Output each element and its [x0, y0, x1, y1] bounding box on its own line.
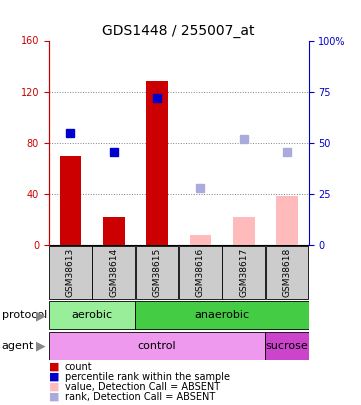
- FancyBboxPatch shape: [265, 332, 309, 360]
- Bar: [233, 217, 255, 245]
- Text: agent: agent: [2, 341, 34, 351]
- Bar: [190, 235, 211, 245]
- FancyBboxPatch shape: [136, 245, 178, 299]
- Text: count: count: [65, 362, 93, 371]
- FancyBboxPatch shape: [49, 301, 135, 330]
- Text: percentile rank within the sample: percentile rank within the sample: [65, 372, 230, 382]
- Bar: [60, 156, 81, 245]
- Text: sucrose: sucrose: [266, 341, 308, 351]
- Text: GSM38617: GSM38617: [239, 248, 248, 297]
- Text: GSM38613: GSM38613: [66, 248, 75, 297]
- Text: GSM38614: GSM38614: [109, 248, 118, 297]
- Text: control: control: [138, 341, 176, 351]
- Text: GSM38615: GSM38615: [153, 248, 161, 297]
- Text: ■: ■: [49, 372, 59, 382]
- Text: GSM38616: GSM38616: [196, 248, 205, 297]
- Bar: [146, 81, 168, 245]
- Text: protocol: protocol: [2, 311, 47, 320]
- FancyBboxPatch shape: [49, 332, 265, 360]
- FancyBboxPatch shape: [92, 245, 135, 299]
- Text: ▶: ▶: [36, 309, 46, 322]
- FancyBboxPatch shape: [135, 301, 309, 330]
- Text: ■: ■: [49, 382, 59, 392]
- FancyBboxPatch shape: [266, 245, 308, 299]
- Text: anaerobic: anaerobic: [195, 311, 249, 320]
- Text: ▶: ▶: [36, 339, 46, 352]
- Text: value, Detection Call = ABSENT: value, Detection Call = ABSENT: [65, 382, 220, 392]
- Text: GSM38618: GSM38618: [283, 248, 291, 297]
- FancyBboxPatch shape: [179, 245, 222, 299]
- Text: ■: ■: [49, 392, 59, 402]
- Text: ■: ■: [49, 362, 59, 371]
- Bar: [103, 217, 125, 245]
- FancyBboxPatch shape: [222, 245, 265, 299]
- FancyBboxPatch shape: [49, 245, 92, 299]
- Title: GDS1448 / 255007_at: GDS1448 / 255007_at: [103, 24, 255, 38]
- Bar: [276, 196, 298, 245]
- Text: aerobic: aerobic: [71, 311, 113, 320]
- Text: rank, Detection Call = ABSENT: rank, Detection Call = ABSENT: [65, 392, 215, 402]
